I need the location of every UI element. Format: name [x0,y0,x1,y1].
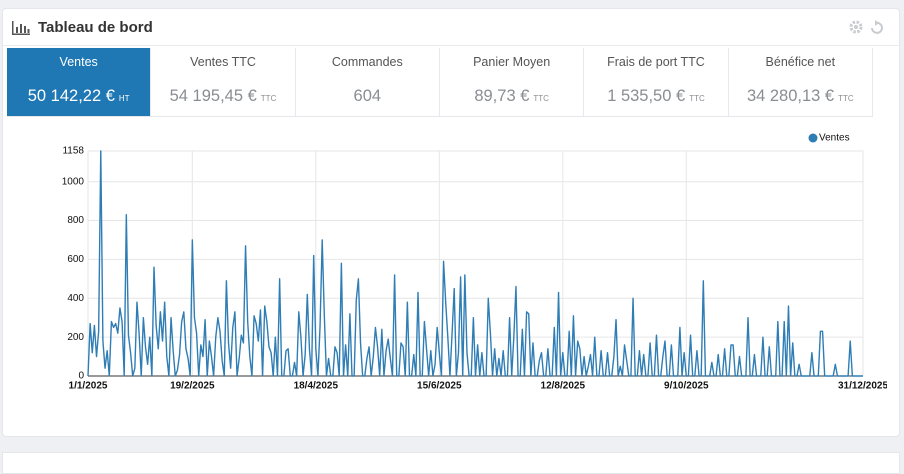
kpi-tile[interactable]: Ventes 50 142,22 € HT [7,48,152,117]
kpi-value: 604 [353,87,382,105]
y-tick-label: 600 [67,254,84,265]
x-tick-label: 18/4/2025 [294,381,339,392]
panel-header: Tableau de bord [3,9,899,46]
kpi-value: 54 195,45 € [169,87,257,105]
x-tick-label: 1/1/2025 [69,381,108,392]
kpi-label: Bénéfice net [765,55,836,69]
kpi-unit: TTC [260,94,277,103]
chart: 0 200 400 600 800 1000 1158 1/1/2025 19/2/2025 18… [62,133,887,392]
chart-icon [12,21,30,35]
kpi-label: Commandes [331,55,403,69]
kpi-value: 1 535,50 € [607,87,686,105]
page: Tableau de bord Ventes 50 142,22 € HT Vente… [2,8,900,474]
kpi-tile[interactable]: Panier Moyen 89,73 € TTC [439,48,585,117]
kpi-value-row: 89,73 € TTC [440,87,583,106]
x-tick-label: 19/2/2025 [170,381,215,392]
kpi-unit: TTC [533,94,549,103]
kpi-value: 34 280,13 € [746,87,835,105]
y-tick-label: 200 [67,332,84,343]
kpi-label: Ventes [59,55,98,69]
kpi-value-row: 34 280,13 € TTC [729,87,872,106]
y-tick-label: 800 [67,215,84,226]
y-tick-label: 1000 [62,176,85,187]
kpi-tile[interactable]: Ventes TTC 54 195,45 € TTC [151,48,296,117]
kpi-label: Frais de port TTC [607,55,705,69]
kpi-unit: TTC [838,94,854,103]
legend-label: Ventes [819,133,850,144]
kpi-unit: HT [118,94,130,103]
kpi-value-row: 50 142,22 € HT [7,87,150,106]
dashboard-panel: Tableau de bord Ventes 50 142,22 € HT Vente… [2,8,900,437]
kpi-unit: TTC [689,94,705,103]
kpi-value-row: 604 [296,87,439,106]
kpi-value: 50 142,22 € [27,87,115,105]
x-tick-label: 15/6/2025 [417,381,462,392]
kpi-tile[interactable]: Commandes 604 [295,48,440,117]
kpi-value-row: 54 195,45 € TTC [151,87,294,106]
x-tick-label: 12/8/2025 [541,381,586,392]
y-tick-label: 0 [78,371,84,382]
panel-title: Tableau de bord [38,19,153,36]
next-panel [2,452,900,474]
x-tick-label: 9/10/2025 [664,381,709,392]
legend-marker [808,133,818,143]
panel-tools[interactable] [849,19,889,35]
kpi-value-row: 1 535,50 € TTC [584,87,727,106]
kpi-tile[interactable]: Frais de port TTC 1 535,50 € TTC [584,48,729,117]
kpi-label: Ventes TTC [190,55,256,69]
series-line [87,150,863,377]
y-tick-label: 1158 [62,146,84,157]
kpi-tile[interactable]: Bénéfice net 34 280,13 € TTC [728,48,873,117]
kpi-value: 89,73 € [474,87,530,105]
kpi-label: Panier Moyen [473,55,551,69]
kpi-row: Ventes 50 142,22 € HT Ventes TTC 54 195,45 €… [7,48,873,117]
y-tick-label: 400 [67,293,84,304]
x-tick-label: 31/12/2025 [838,381,887,392]
